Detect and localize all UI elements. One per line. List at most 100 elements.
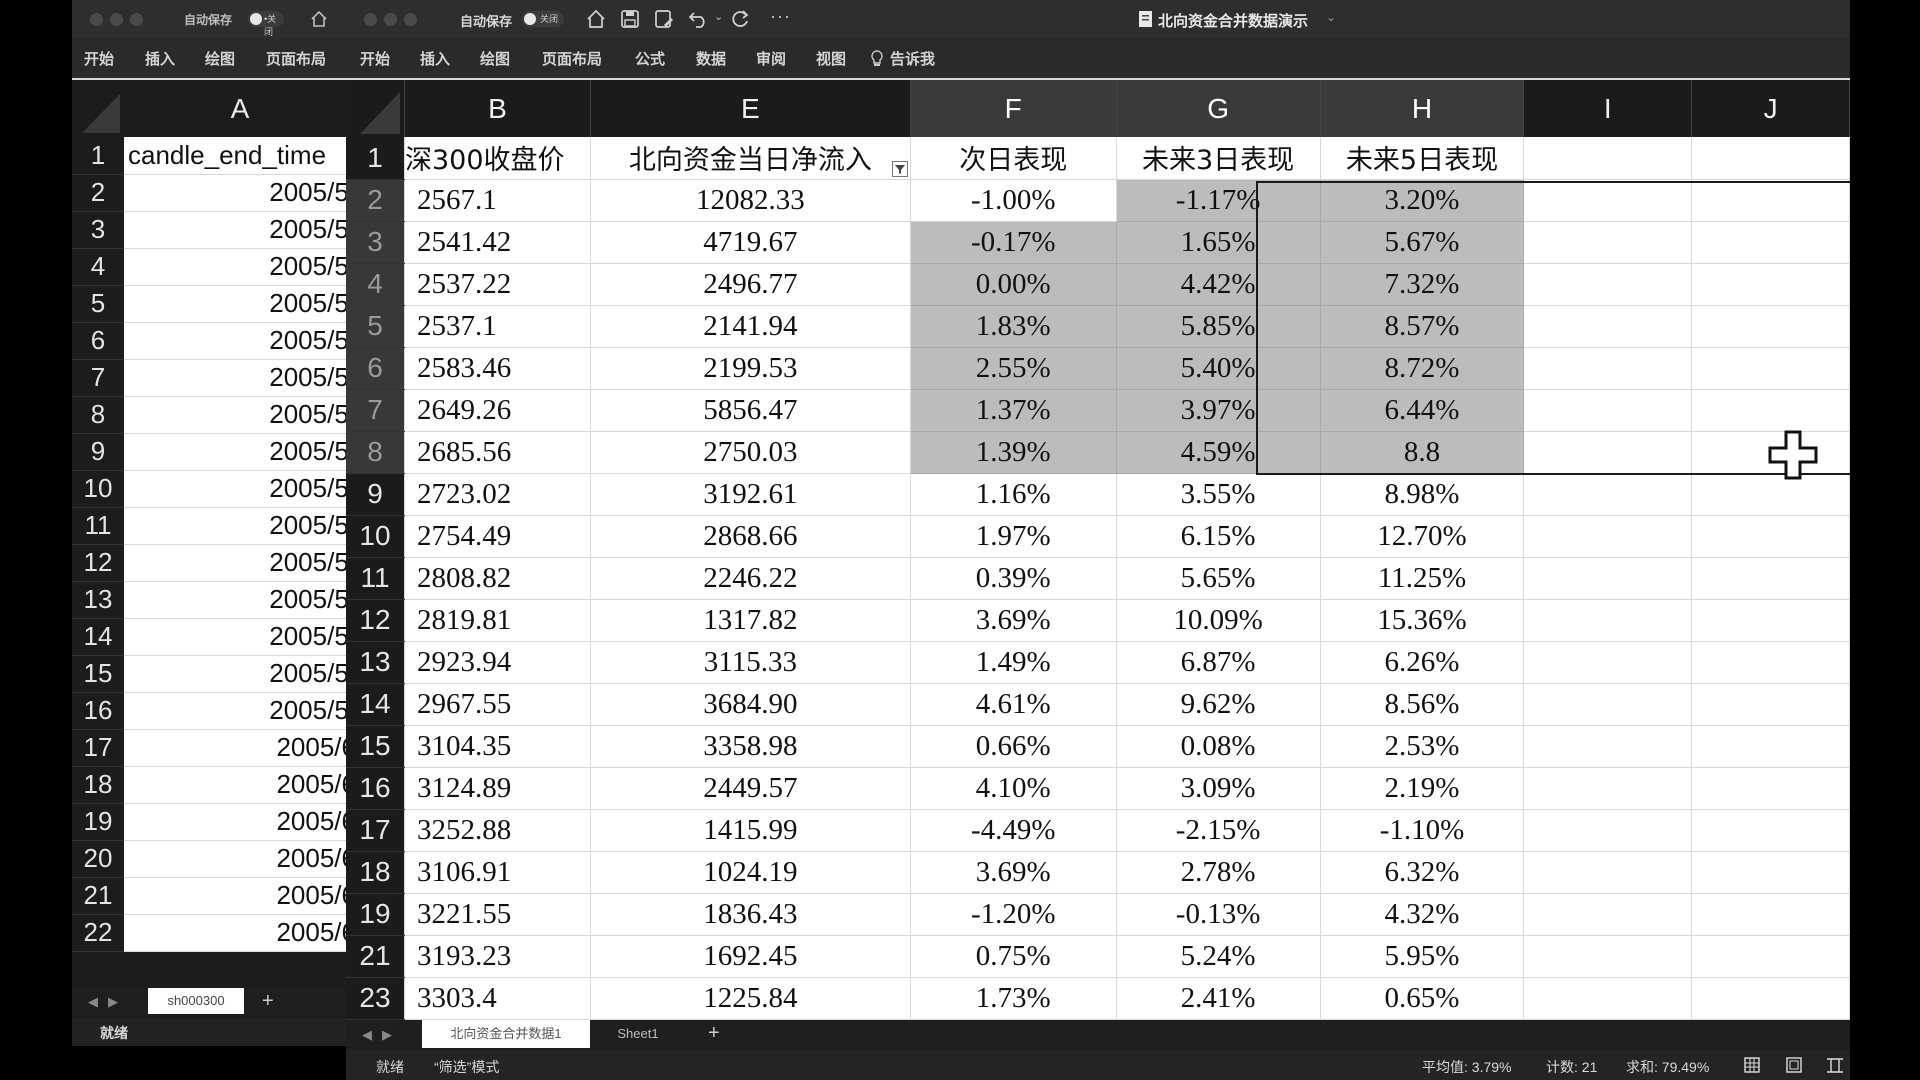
cell-date[interactable]: 2005/5/: [124, 248, 356, 286]
cell-date[interactable]: 2005/6: [124, 914, 356, 952]
empty-cell[interactable]: [1691, 935, 1850, 978]
save-icon[interactable]: [620, 9, 640, 29]
cell-northbound-inflow[interactable]: 1692.45: [590, 935, 911, 978]
empty-cell[interactable]: [1691, 809, 1850, 852]
empty-cell[interactable]: [1523, 767, 1693, 810]
cell-next-3-days[interactable]: -1.17%: [1116, 179, 1321, 222]
ribbon-tab-draw[interactable]: 绘图: [480, 51, 511, 68]
cell-next-day[interactable]: 1.83%: [910, 305, 1117, 348]
column-header-e[interactable]: E: [590, 80, 911, 137]
empty-cell[interactable]: [1691, 515, 1850, 558]
ribbon-tab-page-layout[interactable]: 页面布局: [266, 51, 327, 68]
row-header[interactable]: 21: [346, 935, 405, 978]
cell-next-day[interactable]: 1.37%: [910, 389, 1117, 432]
cell-next-3-days[interactable]: 5.40%: [1116, 347, 1321, 390]
cell-northbound-inflow[interactable]: 5856.47: [590, 389, 911, 432]
cell-hs300-close[interactable]: 3252.88: [404, 809, 591, 852]
empty-cell[interactable]: [1691, 977, 1850, 1020]
cell-next-day[interactable]: 1.73%: [910, 977, 1117, 1020]
empty-cell[interactable]: [1523, 683, 1693, 726]
cell-next-3-days[interactable]: 4.59%: [1116, 431, 1321, 474]
row-header[interactable]: 19: [72, 803, 124, 841]
row-header[interactable]: 14: [346, 683, 405, 726]
empty-cell[interactable]: [1691, 851, 1850, 894]
cell-date[interactable]: 2005/5/: [124, 322, 356, 360]
empty-cell[interactable]: [1523, 431, 1693, 474]
empty-cell[interactable]: [1523, 389, 1693, 432]
cell-hs300-close[interactable]: 2923.94: [404, 641, 591, 684]
row-header[interactable]: 7: [346, 389, 405, 432]
status-sum[interactable]: 求和: 79.49%: [1626, 1059, 1710, 1075]
cell-next-3-days[interactable]: 3.55%: [1116, 473, 1321, 516]
cell-date[interactable]: 2005/5/: [124, 433, 356, 471]
cell-northbound-inflow[interactable]: 3358.98: [590, 725, 911, 768]
cell-northbound-inflow[interactable]: 1317.82: [590, 599, 911, 642]
header-cell-next-5-days[interactable]: 未来5日表现: [1320, 137, 1525, 180]
row-header[interactable]: 16: [72, 692, 124, 730]
row-header[interactable]: 8: [72, 396, 124, 434]
cell-northbound-inflow[interactable]: 3684.90: [590, 683, 911, 726]
cell-northbound-inflow[interactable]: 2141.94: [590, 305, 911, 348]
cell-northbound-inflow[interactable]: 1024.19: [590, 851, 911, 894]
cell-next-3-days[interactable]: 10.09%: [1116, 599, 1321, 642]
ribbon-tab-review[interactable]: 审阅: [756, 51, 787, 68]
cell-northbound-inflow[interactable]: 2750.03: [590, 431, 911, 474]
cell-northbound-inflow[interactable]: 12082.33: [590, 179, 911, 222]
cell-date[interactable]: 2005/5/: [124, 544, 356, 582]
cell-hs300-close[interactable]: 2754.49: [404, 515, 591, 558]
cell-next-5-days[interactable]: 4.32%: [1320, 893, 1525, 936]
more-options-icon[interactable]: ···: [770, 6, 791, 26]
row-header[interactable]: 6: [346, 347, 405, 390]
autosave-toggle[interactable]: •关闭: [248, 11, 284, 37]
empty-cell[interactable]: [1691, 557, 1850, 600]
column-header-g[interactable]: G: [1116, 80, 1321, 137]
row-header[interactable]: 10: [72, 470, 124, 508]
cell-northbound-inflow[interactable]: 2868.66: [590, 515, 911, 558]
empty-cell[interactable]: [1691, 137, 1850, 180]
cell-next-day[interactable]: 3.69%: [910, 599, 1117, 642]
column-header-b[interactable]: B: [404, 80, 591, 137]
cell-date[interactable]: 2005/6: [124, 766, 356, 804]
undo-icon[interactable]: [688, 9, 710, 29]
status-count[interactable]: 计数: 21: [1546, 1059, 1598, 1075]
cell-header-candle-end-time[interactable]: candle_end_time: [124, 137, 356, 175]
empty-cell[interactable]: [1691, 221, 1850, 264]
cell-hs300-close[interactable]: 2541.42: [404, 221, 591, 264]
row-header[interactable]: 19: [346, 893, 405, 936]
row-header[interactable]: 1: [346, 137, 405, 180]
row-header[interactable]: 15: [72, 655, 124, 693]
row-header[interactable]: 18: [346, 851, 405, 894]
column-header-j[interactable]: J: [1691, 80, 1850, 137]
cell-next-day[interactable]: 1.16%: [910, 473, 1117, 516]
empty-cell[interactable]: [1523, 305, 1693, 348]
filter-dropdown-icon[interactable]: [891, 160, 908, 177]
cell-date[interactable]: 2005/6: [124, 729, 356, 767]
row-header[interactable]: 13: [346, 641, 405, 684]
row-header[interactable]: 20: [72, 840, 124, 878]
empty-cell[interactable]: [1523, 725, 1693, 768]
cell-next-5-days[interactable]: 7.32%: [1320, 263, 1525, 306]
empty-cell[interactable]: [1691, 305, 1850, 348]
cell-next-3-days[interactable]: 2.41%: [1116, 977, 1321, 1020]
minimize-window-button[interactable]: [110, 13, 123, 26]
cell-northbound-inflow[interactable]: 2449.57: [590, 767, 911, 810]
header-cell-next-3-days[interactable]: 未来3日表现: [1116, 137, 1321, 180]
sheet-tab-sh000300[interactable]: sh000300: [148, 988, 244, 1014]
cell-hs300-close[interactable]: 3106.91: [404, 851, 591, 894]
redo-icon[interactable]: [730, 9, 750, 29]
empty-cell[interactable]: [1523, 515, 1693, 558]
row-header[interactable]: 11: [72, 507, 124, 545]
ribbon-tab-view[interactable]: 视图: [816, 51, 847, 68]
empty-cell[interactable]: [1523, 893, 1693, 936]
cell-next-3-days[interactable]: 3.97%: [1116, 389, 1321, 432]
cell-hs300-close[interactable]: 2808.82: [404, 557, 591, 600]
column-header-a[interactable]: A: [124, 80, 356, 137]
home-icon[interactable]: [310, 10, 328, 28]
cell-next-5-days[interactable]: 6.32%: [1320, 851, 1525, 894]
cell-hs300-close[interactable]: 2649.26: [404, 389, 591, 432]
next-sheet-icon[interactable]: ▶: [382, 1027, 392, 1042]
cell-date[interactable]: 2005/6: [124, 803, 356, 841]
cell-next-3-days[interactable]: 2.78%: [1116, 851, 1321, 894]
ribbon-tab-home[interactable]: 开始: [84, 51, 115, 68]
cell-next-day[interactable]: 0.39%: [910, 557, 1117, 600]
